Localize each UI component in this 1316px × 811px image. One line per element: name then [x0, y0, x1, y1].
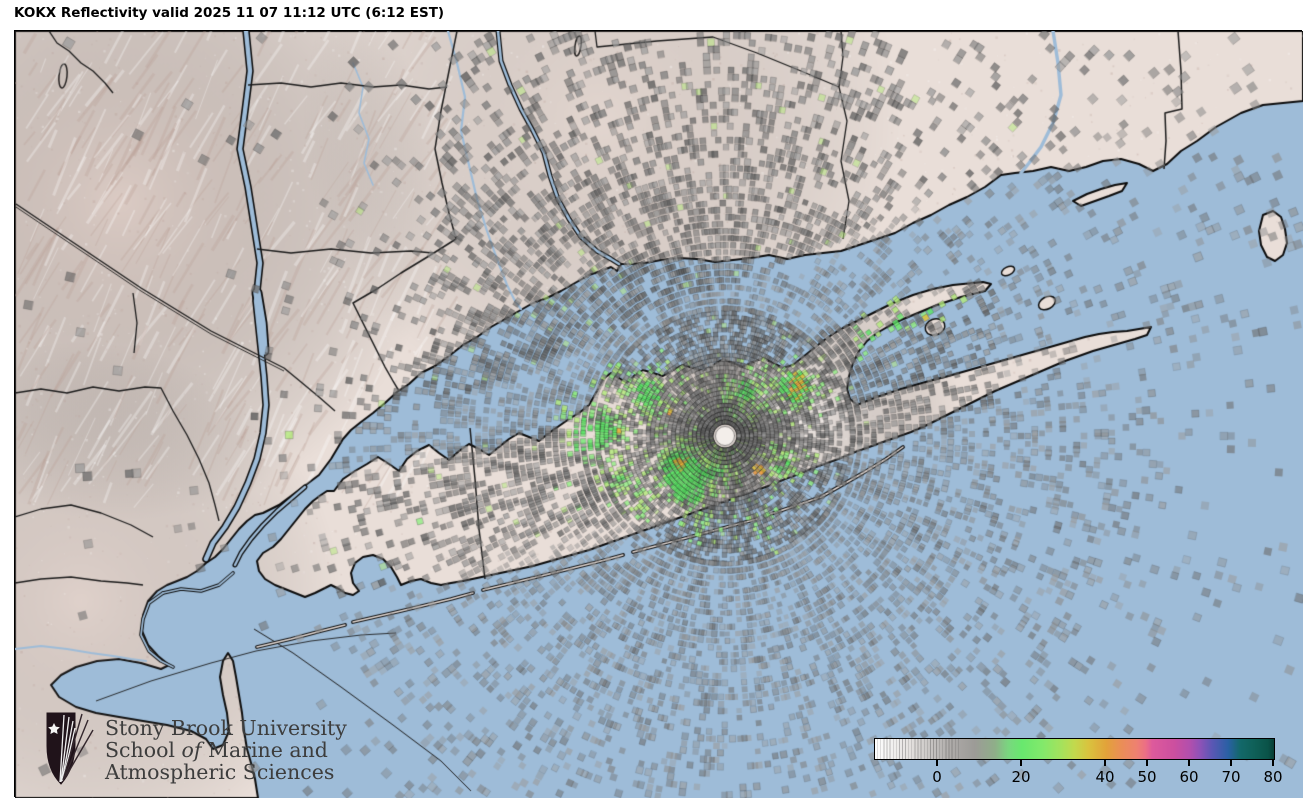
colorbar-tick-label: 40: [1095, 768, 1115, 786]
colorbar-tick-mark: [936, 760, 938, 766]
colorbar-tick-mark: [1272, 760, 1274, 766]
colorbar-tick-label: 60: [1179, 768, 1199, 786]
colorbar-tick-label: 0: [932, 768, 942, 786]
colorbar-tick-label: 50: [1137, 768, 1157, 786]
colorbar-tick-mark: [1188, 760, 1190, 766]
colorbar-tick-mark: [1104, 760, 1106, 766]
logo-line-3: Atmospheric Sciences: [105, 760, 335, 784]
reflectivity-colorbar: 0 20 40 50 60 70 80: [874, 738, 1283, 790]
stonybrook-shield-icon: [46, 712, 94, 785]
colorbar-step-lines: [875, 739, 959, 759]
page-title: KOKX Reflectivity valid 2025 11 07 11:12…: [14, 5, 445, 21]
colorbar-tick-mark: [1146, 760, 1148, 766]
radar-map-canvas: [15, 31, 1303, 798]
stonybrook-logo-text: Stony Brook University School of Marine …: [105, 717, 347, 783]
stonybrook-logo: Stony Brook University School of Marine …: [44, 710, 347, 788]
logo-line-2: School of Marine and: [105, 738, 328, 762]
colorbar-tick-label: 70: [1221, 768, 1241, 786]
colorbar-tick-label: 20: [1011, 768, 1031, 786]
logo-line-1: Stony Brook University: [105, 716, 347, 740]
colorbar-tick-mark: [1020, 760, 1022, 766]
colorbar-tick-mark: [1230, 760, 1232, 766]
colorbar-gradient: [874, 738, 1275, 760]
colorbar-tick-label: 80: [1263, 768, 1283, 786]
radar-map: Stony Brook University School of Marine …: [14, 30, 1303, 798]
